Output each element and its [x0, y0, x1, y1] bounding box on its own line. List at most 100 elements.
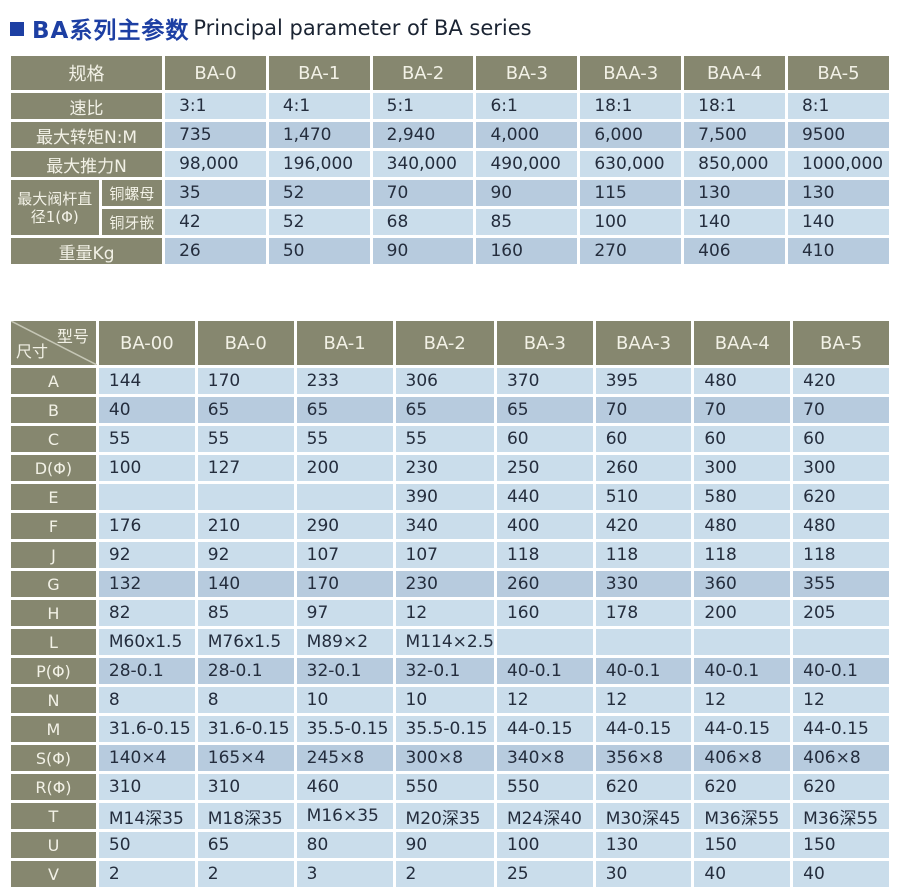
col-header-cell: BAA-4 — [684, 56, 785, 90]
data-cell — [98, 484, 195, 510]
row-label-cell: 铜牙嵌 — [101, 209, 163, 235]
data-cell: 850,000 — [684, 151, 785, 177]
table-row: H 82 85 97 12 160 178 200 205 — [11, 600, 889, 626]
data-cell: 70 — [372, 180, 474, 206]
data-cell: 40 — [98, 397, 195, 423]
data-cell: 8 — [98, 687, 195, 713]
table-row: E 390 440 510 580 620 — [11, 484, 889, 510]
data-cell: 620 — [793, 484, 889, 510]
data-cell: 356×8 — [595, 745, 692, 771]
data-cell: M36深55 — [694, 803, 791, 829]
data-cell: 26 — [165, 238, 266, 264]
data-cell: 98,000 — [165, 151, 266, 177]
data-cell: 115 — [580, 180, 682, 206]
col-header-cell: BA-00 — [98, 321, 195, 365]
data-cell: 40-0.1 — [496, 658, 593, 684]
diagonal-divider-line — [11, 321, 97, 365]
data-cell: 300×8 — [395, 745, 494, 771]
table-row: U 50 65 80 90 100 130 150 150 — [11, 832, 889, 858]
data-cell: 250 — [496, 455, 593, 481]
row-label-cell: S(Φ) — [11, 745, 96, 771]
data-cell: 735 — [165, 122, 266, 148]
data-cell: 490,000 — [476, 151, 578, 177]
data-cell: M24深40 — [496, 803, 593, 829]
row-group-label: 最大阀杆直径1(Φ) — [11, 180, 99, 235]
data-cell: 7,500 — [684, 122, 785, 148]
data-cell: 2 — [98, 861, 195, 887]
data-cell: 8 — [197, 687, 294, 713]
data-cell: 260 — [496, 571, 593, 597]
row-label-cell: P(Φ) — [11, 658, 96, 684]
row-label-cell: L — [11, 629, 96, 655]
data-cell: M20深35 — [395, 803, 494, 829]
data-cell: 130 — [595, 832, 692, 858]
table-row: G 132 140 170 230 260 330 360 355 — [11, 571, 889, 597]
row-label-cell: M — [11, 716, 96, 742]
data-cell: M36深55 — [793, 803, 889, 829]
row-label-cell: 铜螺母 — [101, 180, 163, 206]
data-cell: 85 — [197, 600, 294, 626]
row-label-cell: J — [11, 542, 96, 568]
data-cell: 3:1 — [165, 93, 266, 119]
data-cell: 233 — [296, 368, 393, 394]
table-row: R(Φ) 310 310 460 550 550 620 620 620 — [11, 774, 889, 800]
table-row: J 92 92 107 107 118 118 118 118 — [11, 542, 889, 568]
data-cell: 44-0.15 — [595, 716, 692, 742]
data-cell: 52 — [268, 180, 370, 206]
table-row: M 31.6-0.15 31.6-0.15 35.5-0.15 35.5-0.15 44-… — [11, 716, 889, 742]
data-cell: 200 — [694, 600, 791, 626]
data-cell: 70 — [595, 397, 692, 423]
page-title-en: Principal parameter of BA series — [193, 16, 532, 40]
table-row: S(Φ) 140×4 165×4 245×8 300×8 340×8 356×8 406×8 4… — [11, 745, 889, 771]
data-cell: 65 — [197, 397, 294, 423]
data-cell: 410 — [787, 238, 889, 264]
data-cell: 178 — [595, 600, 692, 626]
data-cell: 42 — [165, 209, 266, 235]
data-cell: 85 — [476, 209, 578, 235]
data-cell: M60x1.5 — [98, 629, 195, 655]
data-cell: 107 — [296, 542, 393, 568]
data-cell: 150 — [694, 832, 791, 858]
data-cell: M114×2.5 — [395, 629, 494, 655]
spec-corner-label: 规格 — [11, 56, 163, 90]
data-cell: 170 — [197, 368, 294, 394]
data-cell: 82 — [98, 600, 195, 626]
data-cell: 118 — [694, 542, 791, 568]
data-cell: 50 — [268, 238, 370, 264]
data-cell: 55 — [197, 426, 294, 452]
corner-model-label: 型号 — [56, 327, 89, 346]
col-header-cell: BA-5 — [787, 56, 889, 90]
data-cell: 55 — [296, 426, 393, 452]
data-cell: 165×4 — [197, 745, 294, 771]
data-cell: 144 — [98, 368, 195, 394]
data-cell: 28-0.1 — [197, 658, 294, 684]
data-cell: 60 — [793, 426, 889, 452]
data-cell: 12 — [395, 600, 494, 626]
principal-parameter-table: 规格 BA-0 BA-1 BA-2 BA-3 BAA-3 BAA-4 BA-5 速比 3:1 4:1… — [8, 53, 892, 267]
data-cell: 620 — [595, 774, 692, 800]
data-cell: 12 — [793, 687, 889, 713]
row-label-cell: D(Φ) — [11, 455, 96, 481]
data-cell: 395 — [595, 368, 692, 394]
data-cell: 550 — [496, 774, 593, 800]
data-cell: 4,000 — [476, 122, 578, 148]
data-cell: 330 — [595, 571, 692, 597]
row-label-cell: T — [11, 803, 96, 829]
data-cell: 140×4 — [98, 745, 195, 771]
col-header-cell: BA-2 — [395, 321, 494, 365]
data-cell: 130 — [684, 180, 785, 206]
data-cell: 92 — [98, 542, 195, 568]
data-cell: 340 — [395, 513, 494, 539]
table-header-row: 规格 BA-0 BA-1 BA-2 BA-3 BAA-3 BAA-4 BA-5 — [11, 56, 889, 90]
data-cell: 260 — [595, 455, 692, 481]
data-cell: 32-0.1 — [395, 658, 494, 684]
table-row: B 40 65 65 65 65 70 70 70 — [11, 397, 889, 423]
data-cell: 620 — [793, 774, 889, 800]
data-cell — [694, 629, 791, 655]
row-label-cell: E — [11, 484, 96, 510]
data-cell: 50 — [98, 832, 195, 858]
data-cell: 360 — [694, 571, 791, 597]
table-row: L M60x1.5 M76x1.5 M89×2 M114×2.5 — [11, 629, 889, 655]
data-cell: 340,000 — [372, 151, 474, 177]
